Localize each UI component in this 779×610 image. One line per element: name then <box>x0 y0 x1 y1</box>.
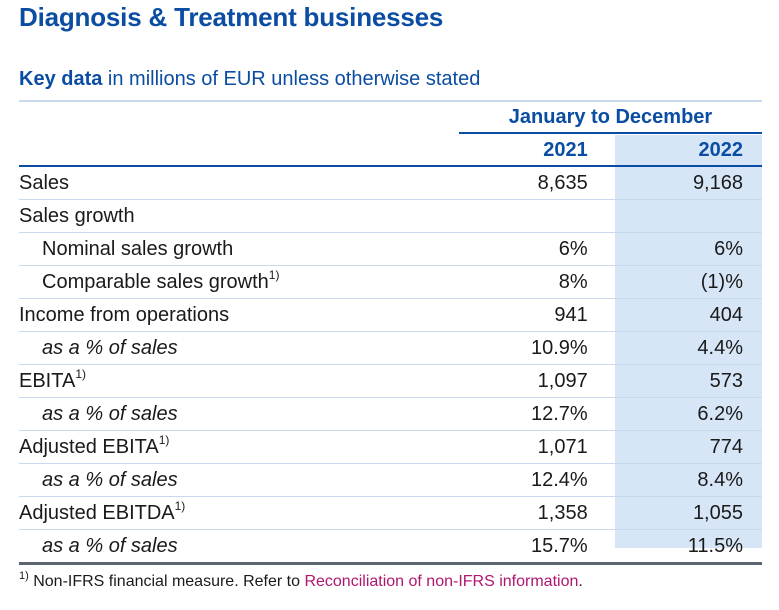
row-label-cell: as a % of sales <box>19 529 444 565</box>
footnote-marker: 1) <box>19 570 29 582</box>
page-title: Diagnosis & Treatment businesses <box>19 2 444 32</box>
row-label: as a % of sales <box>42 535 178 557</box>
row-label: Sales growth <box>19 205 135 227</box>
table-row: Income from operations 941 404 <box>19 298 762 332</box>
row-label: Adjusted EBITDA <box>19 502 175 524</box>
table-row: EBITA1) 1,097 573 <box>19 364 762 398</box>
value-2022 <box>606 199 762 233</box>
row-label: Nominal sales growth <box>42 238 234 260</box>
caption-bold: Key data <box>19 68 103 90</box>
value-2022: 9,168 <box>606 166 762 200</box>
reconciliation-link[interactable]: Reconciliation of non-IFRS information <box>304 573 579 590</box>
footnote-ref: 1) <box>75 367 86 381</box>
row-label-cell: as a % of sales <box>19 331 444 365</box>
value-2022: (1)% <box>606 265 762 299</box>
value-2021 <box>443 199 607 233</box>
table-row: Comparable sales growth1) 8% (1)% <box>19 265 762 299</box>
row-label: EBITA <box>19 370 76 392</box>
value-2021: 1,071 <box>443 430 607 464</box>
table-caption: Key data in millions of EUR unless other… <box>19 68 480 91</box>
value-2022: 11.5% <box>606 529 762 565</box>
year-header-row: 2021 2022 <box>19 135 762 167</box>
row-label-cell: Adjusted EBITA1) <box>19 430 444 464</box>
row-label-cell: Sales growth <box>19 199 444 233</box>
table-row: as a % of sales 10.9% 4.4% <box>19 331 762 365</box>
value-2022: 4.4% <box>606 331 762 365</box>
value-2021: 1,097 <box>443 364 607 398</box>
value-2021: 10.9% <box>443 331 607 365</box>
row-label-cell: Sales <box>19 166 444 200</box>
value-2022: 573 <box>606 364 762 398</box>
row-label: as a % of sales <box>42 337 178 359</box>
row-label: Income from operations <box>19 304 230 326</box>
table-row: Sales 8,635 9,168 <box>19 166 762 200</box>
footnote: 1) Non-IFRS financial measure. Refer to … <box>19 570 583 591</box>
table-row: as a % of sales 15.7% 11.5% <box>19 529 762 565</box>
row-label: as a % of sales <box>42 403 178 425</box>
footnote-text: Non-IFRS financial measure. Refer to <box>28 573 305 590</box>
value-2021: 12.7% <box>443 397 607 431</box>
row-label-cell: as a % of sales <box>19 463 444 497</box>
footnote-ref: 1) <box>268 268 280 282</box>
year-2021-header: 2021 <box>443 135 607 167</box>
row-label-cell: Nominal sales growth <box>19 232 444 266</box>
value-2022: 774 <box>606 430 762 464</box>
row-label-cell: EBITA1) <box>19 364 444 398</box>
footnote-ref: 1) <box>174 499 186 513</box>
top-rule <box>19 100 762 102</box>
key-data-table: 2021 2022 Sales 8,635 9,168 Sales growth Nom… <box>19 135 762 565</box>
table-row: Adjusted EBITDA1) 1,358 1,055 <box>19 496 762 530</box>
value-2021: 6% <box>443 232 607 266</box>
footnote-ref: 1) <box>158 433 170 447</box>
footnote-end: . <box>578 573 583 590</box>
table-row: Sales growth <box>19 199 762 233</box>
table-row: Nominal sales growth 6% 6% <box>19 232 762 266</box>
caption-rest: in millions of EUR unless otherwise stat… <box>102 68 481 90</box>
table-body: Sales 8,635 9,168 Sales growth Nominal sales… <box>19 166 762 565</box>
year-2022-header: 2022 <box>606 135 762 167</box>
value-2022: 1,055 <box>606 496 762 530</box>
value-2021: 8,635 <box>443 166 607 200</box>
header-blank <box>19 135 444 167</box>
value-2021: 941 <box>443 298 607 332</box>
row-label-cell: Income from operations <box>19 298 444 332</box>
row-label: Adjusted EBITA <box>19 436 159 458</box>
row-label-cell: as a % of sales <box>19 397 444 431</box>
row-label: Sales <box>19 172 70 194</box>
value-2022: 6% <box>606 232 762 266</box>
row-label: Comparable sales growth <box>42 271 269 293</box>
value-2022: 404 <box>606 298 762 332</box>
row-label-cell: Comparable sales growth1) <box>19 265 444 299</box>
value-2021: 1,358 <box>443 496 607 530</box>
value-2022: 6.2% <box>606 397 762 431</box>
period-header: January to December <box>459 104 762 134</box>
value-2021: 15.7% <box>443 529 607 565</box>
value-2022: 8.4% <box>606 463 762 497</box>
row-label-cell: Adjusted EBITDA1) <box>19 496 444 530</box>
table-row: as a % of sales 12.7% 6.2% <box>19 397 762 431</box>
row-label: as a % of sales <box>42 469 178 491</box>
value-2021: 12.4% <box>443 463 607 497</box>
table-row: as a % of sales 12.4% 8.4% <box>19 463 762 497</box>
value-2021: 8% <box>443 265 607 299</box>
table-row: Adjusted EBITA1) 1,071 774 <box>19 430 762 464</box>
